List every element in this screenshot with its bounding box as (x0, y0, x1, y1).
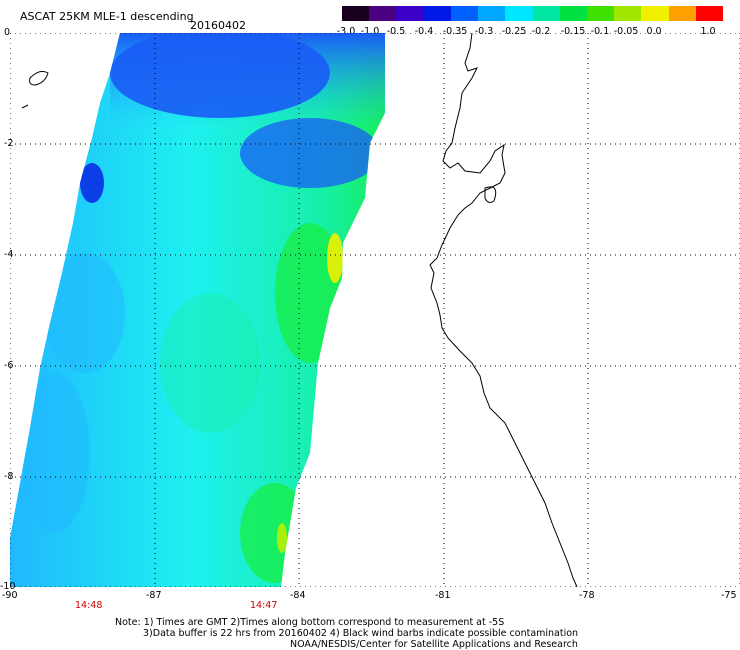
color-scale-segment (695, 6, 724, 21)
galapagos-island (29, 70, 49, 86)
latitude-tick-label: -4 (4, 249, 14, 260)
color-scale-segment (450, 6, 479, 21)
color-scale-segment (505, 6, 533, 21)
color-scale-tick: -1.0 (360, 26, 380, 37)
longitude-tick-label: -78 (579, 590, 595, 601)
note-line-3: NOAA/NESDIS/Center for Satellite Applica… (290, 639, 578, 650)
longitude-tick-label: -81 (435, 590, 451, 601)
color-scale-segment (668, 6, 696, 21)
longitude-tick-label: -75 (721, 590, 737, 601)
color-scale-segment (614, 6, 642, 21)
color-scale-tick: -0.3 (474, 26, 494, 37)
color-scale-segment (369, 6, 397, 21)
coastline (429, 33, 578, 587)
color-scale-tick: -0.4 (414, 26, 434, 37)
color-scale-tick: -0.05 (613, 26, 639, 37)
wind-swath (10, 33, 385, 587)
color-scale-segment (532, 6, 560, 21)
color-scale-tick: 1.0 (700, 26, 716, 37)
note-line-2: 3)Data buffer is 22 hrs from 20160402 4)… (143, 628, 579, 639)
color-scale-tick: -0.15 (560, 26, 586, 37)
color-scale-tick: -3.0 (336, 26, 356, 37)
longitude-tick-label: -87 (146, 590, 162, 601)
latitude-tick-label: -8 (4, 471, 14, 482)
longitude-tick-label: -90 (2, 590, 18, 601)
longitude-tick-label: -84 (290, 590, 306, 601)
latitude-tick-label: -10 (0, 581, 16, 592)
color-scale-segment (478, 6, 506, 21)
galapagos-islet (21, 104, 29, 109)
time-label-left: 14:48 (75, 600, 103, 611)
grid-lines (10, 33, 740, 587)
color-scale-segment (423, 6, 451, 21)
color-scale-tick: -0.1 (590, 26, 610, 37)
color-scale-tick: -0.5 (386, 26, 406, 37)
product-title: ASCAT 25KM MLE-1 descending (20, 10, 194, 23)
color-scale-segment (641, 6, 669, 21)
island (484, 186, 497, 203)
satellite-map (10, 33, 740, 587)
color-scale-segment (396, 6, 424, 21)
product-date: 20160402 (190, 19, 246, 32)
color-scale-bar (342, 6, 724, 21)
color-scale-tick: -0.35 (442, 26, 468, 37)
color-scale-segment (586, 6, 615, 21)
color-scale-tick: 0.0 (646, 26, 662, 37)
time-label-right: 14:47 (250, 600, 278, 611)
color-scale-segment (559, 6, 587, 21)
color-scale-tick: -0.25 (501, 26, 527, 37)
color-scale-tick: -0.2 (531, 26, 551, 37)
color-scale-segment (342, 6, 370, 21)
color-scale-ticks: -3.0 -1.0 -0.5 -0.4 -0.35 -0.3 -0.25 -0.2 -0.15-… (330, 26, 730, 38)
note-line-1: Note: 1) Times are GMT 2)Times along bot… (115, 617, 505, 628)
latitude-tick-label: 0 (4, 27, 11, 38)
latitude-tick-label: -6 (4, 360, 14, 371)
latitude-tick-label: -2 (4, 138, 14, 149)
